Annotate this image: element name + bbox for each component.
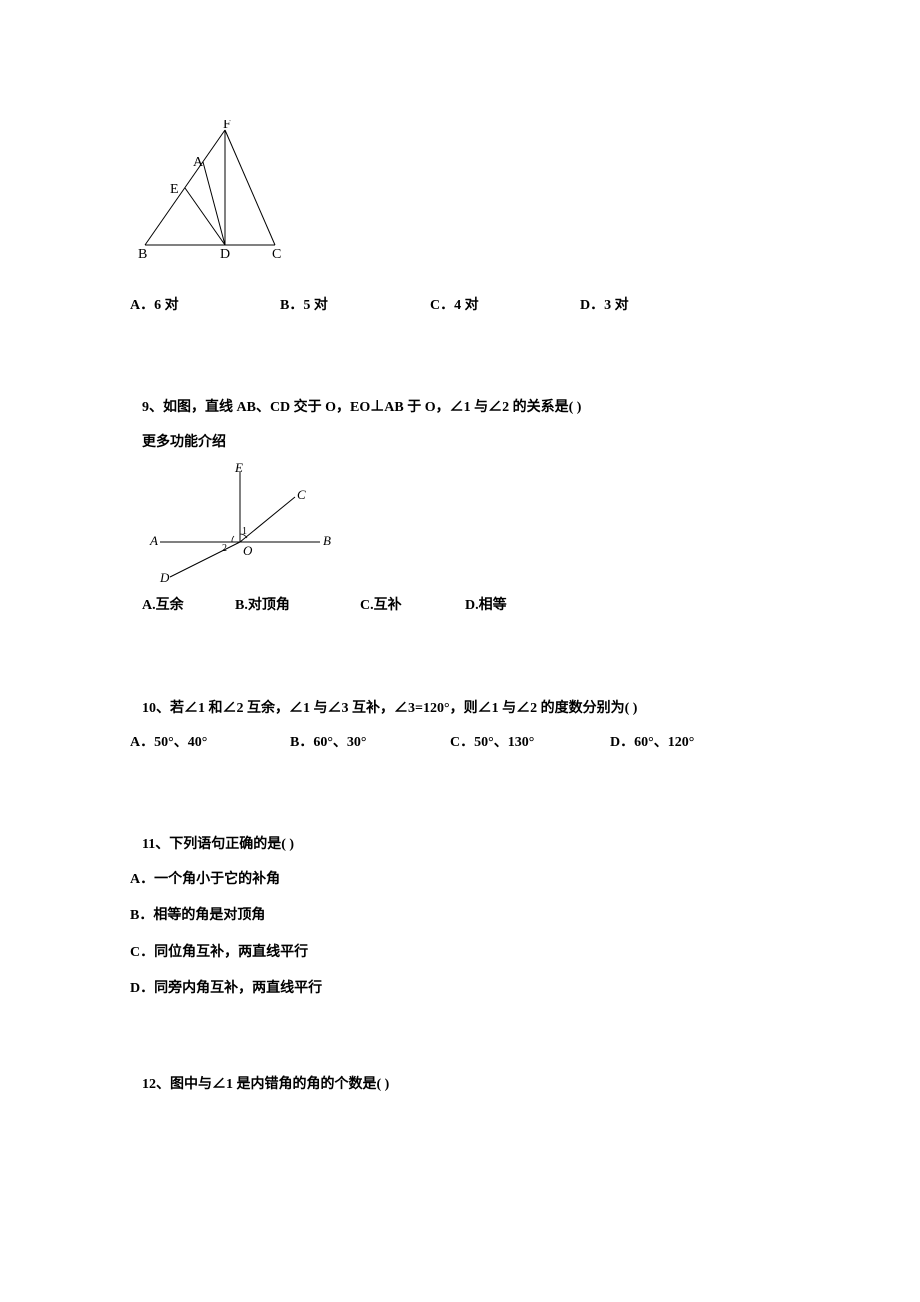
q8-option-d[interactable]: D．3 对 — [580, 295, 629, 317]
q10-options: A．50°、40° B．60°、30° C．50°、130° D．60°、120… — [130, 732, 790, 754]
q11-option-d[interactable]: D．同旁内角互补，两直线平行 — [130, 978, 790, 1000]
q9-label-2: 2 — [222, 543, 227, 554]
q10-option-a[interactable]: A．50°、40° — [130, 732, 290, 754]
q9-subtext: 更多功能介绍 — [130, 432, 790, 454]
q8-label-E: E — [170, 182, 179, 197]
q8-options: A．6 对 B．5 对 C．4 对 D．3 对 — [130, 295, 790, 317]
q9-label-B: B — [323, 533, 331, 548]
q9-text: 9、如图，直线 AB、CD 交于 O，EO⊥AB 于 O，∠1 与∠2 的关系是… — [130, 397, 790, 419]
q10-option-d[interactable]: D．60°、120° — [610, 732, 770, 754]
q9-options: A.互余 B.对顶角 C.互补 D.相等 — [130, 595, 790, 617]
q8-label-C: C — [272, 247, 281, 262]
q9-option-a[interactable]: A.互余 — [130, 595, 235, 617]
q10-option-c[interactable]: C．50°、130° — [450, 732, 610, 754]
q8-label-F: F — [223, 120, 231, 132]
q8-label-A: A — [193, 155, 204, 170]
q9-label-C: C — [297, 487, 306, 502]
q8-figure: F A E B D C — [130, 120, 790, 265]
q9-option-c[interactable]: C.互补 — [360, 595, 465, 617]
q9-lines-svg: E C A B D O 1 2 — [140, 462, 340, 587]
q10-option-b[interactable]: B．60°、30° — [290, 732, 450, 754]
q8-option-c[interactable]: C．4 对 — [430, 295, 580, 317]
q9-label-O: O — [243, 543, 253, 558]
q9-label-A: A — [149, 533, 158, 548]
q9-label-1: 1 — [242, 526, 247, 537]
q9-figure: E C A B D O 1 2 — [140, 462, 790, 587]
q8-label-D: D — [220, 247, 230, 262]
q9-option-d[interactable]: D.相等 — [465, 595, 507, 617]
q8-option-a[interactable]: A．6 对 — [130, 295, 280, 317]
q11-option-a[interactable]: A．一个角小于它的补角 — [130, 869, 790, 891]
q12-text: 12、图中与∠1 是内错角的角的个数是( ) — [130, 1074, 790, 1096]
q9-option-b[interactable]: B.对顶角 — [235, 595, 360, 617]
q11-option-c[interactable]: C．同位角互补，两直线平行 — [130, 942, 790, 964]
q9-label-D: D — [159, 570, 170, 585]
q11-text: 11、下列语句正确的是( ) — [130, 834, 790, 856]
q9-label-E: E — [234, 462, 243, 475]
q10-text: 10、若∠1 和∠2 互余，∠1 与∠3 互补，∠3=120°，则∠1 与∠2 … — [130, 698, 790, 720]
q11-option-b[interactable]: B．相等的角是对顶角 — [130, 905, 790, 927]
q8-option-b[interactable]: B．5 对 — [280, 295, 430, 317]
q8-label-B: B — [138, 247, 147, 262]
q8-triangle-svg: F A E B D C — [130, 120, 300, 265]
